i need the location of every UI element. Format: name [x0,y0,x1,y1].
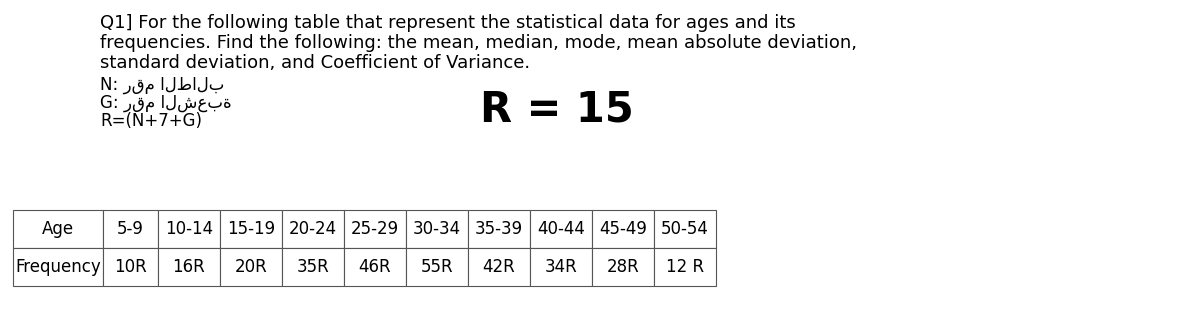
Bar [13,248,103,286]
Bar [282,210,344,248]
Text: N: رقم الطالب: N: رقم الطالب [100,76,224,94]
Bar [530,210,592,248]
Bar [654,248,716,286]
Text: 28R: 28R [607,258,640,276]
Text: R = 15: R = 15 [480,88,634,130]
Text: 35R: 35R [296,258,329,276]
Bar [654,210,716,248]
Bar [220,210,282,248]
Text: 55R: 55R [421,258,454,276]
Text: 50-54: 50-54 [661,220,709,238]
Text: Q1] For the following table that represent the statistical data for ages and its: Q1] For the following table that represe… [100,14,796,32]
Bar [158,210,220,248]
Text: 30-34: 30-34 [413,220,461,238]
Bar [530,248,592,286]
Text: 15-19: 15-19 [227,220,275,238]
Text: 12 R: 12 R [666,258,704,276]
Text: 42R: 42R [482,258,515,276]
Bar [592,248,654,286]
Text: 20R: 20R [235,258,268,276]
Text: 45-49: 45-49 [599,220,647,238]
Text: 34R: 34R [545,258,577,276]
Bar [468,210,530,248]
Text: 10-14: 10-14 [164,220,214,238]
Bar [13,210,103,248]
Text: G: رقم الشعبة: G: رقم الشعبة [100,94,232,112]
Bar [344,210,406,248]
Text: standard deviation, and Coefficient of Variance.: standard deviation, and Coefficient of V… [100,54,530,72]
Text: 16R: 16R [173,258,205,276]
Text: 35-39: 35-39 [475,220,523,238]
Bar [406,210,468,248]
Text: Age: Age [42,220,74,238]
Text: 5-9: 5-9 [118,220,144,238]
Bar [158,248,220,286]
Text: frequencies. Find the following: the mean, median, mode, mean absolute deviation: frequencies. Find the following: the mea… [100,34,857,52]
Text: R=(N+7+G): R=(N+7+G) [100,112,202,130]
Bar [468,248,530,286]
Bar [406,248,468,286]
Bar [592,210,654,248]
Bar [103,210,158,248]
Text: Frequency: Frequency [16,258,101,276]
Text: 46R: 46R [359,258,391,276]
Text: 40-44: 40-44 [538,220,584,238]
Bar [220,248,282,286]
Text: 10R: 10R [114,258,146,276]
Bar [103,248,158,286]
Text: 25-29: 25-29 [350,220,400,238]
Bar [344,248,406,286]
Bar [282,248,344,286]
Text: 20-24: 20-24 [289,220,337,238]
